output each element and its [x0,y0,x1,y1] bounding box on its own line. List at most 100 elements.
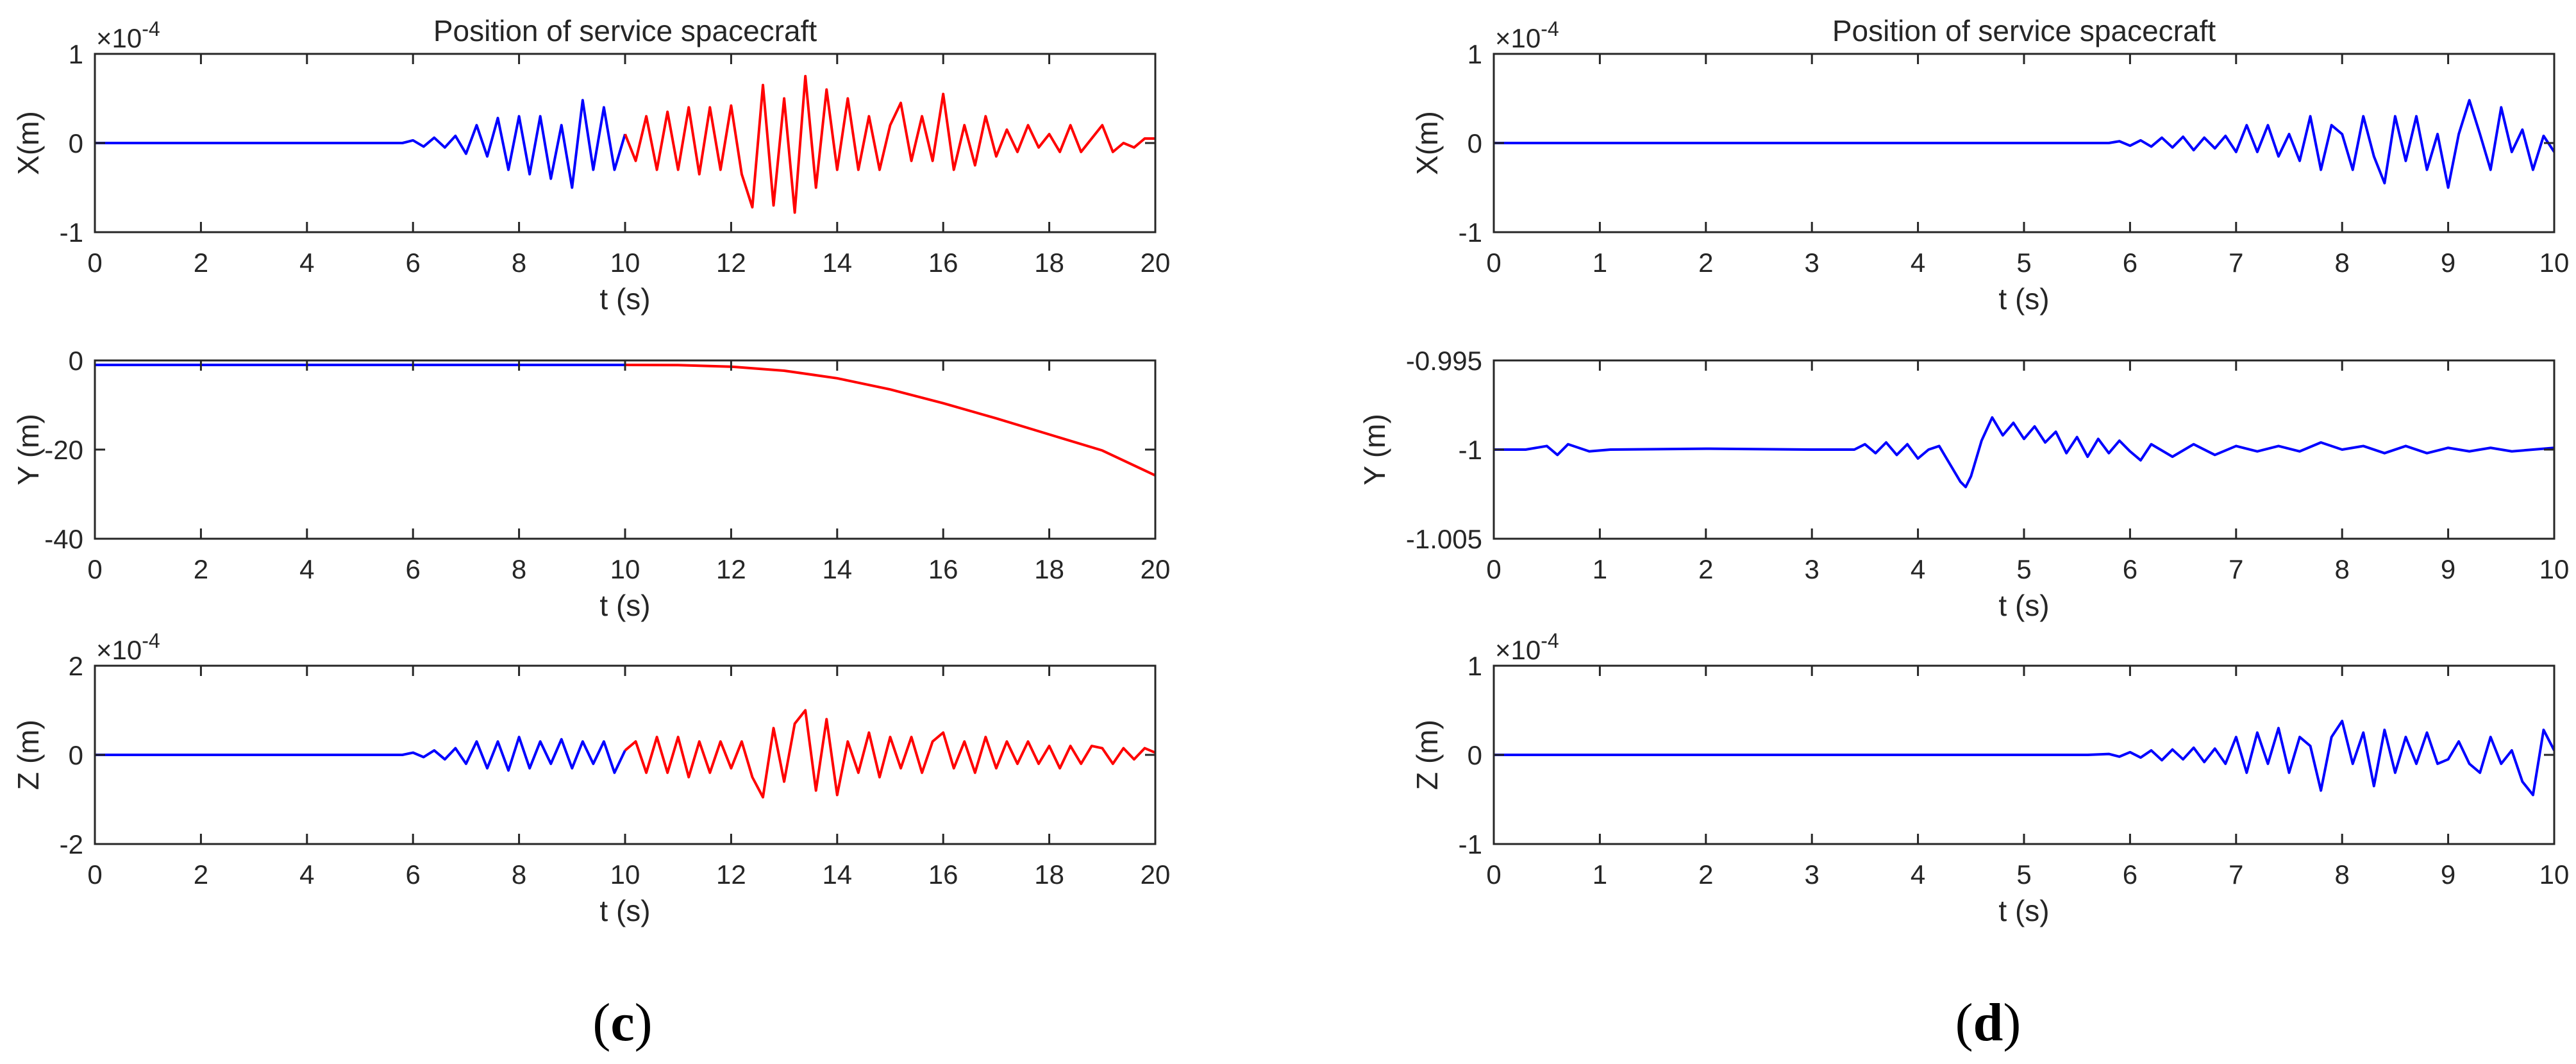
x-axis-label: t (s) [599,589,650,622]
x-tick-label: 0 [87,859,102,890]
y-tick-label: 2 [69,651,83,681]
x-tick-label: 10 [2539,554,2570,584]
x-tick-label: 16 [928,554,958,584]
x-tick-label: 3 [1805,554,1819,584]
x-tick-label: 0 [87,248,102,278]
y-axis-label: Y (m) [1358,414,1391,486]
panel-label-c-letter: c [610,993,635,1052]
x-axis-label: t (s) [599,282,650,316]
panel-label-d-letter: d [1973,993,2003,1052]
y-exponent-label: ×10-4 [96,629,160,665]
x-tick-label: 5 [2016,248,2031,278]
series-line-blue [95,736,626,774]
y-exponent-label: ×10-4 [96,17,160,53]
y-tick-label: -1 [1459,829,1482,859]
x-tick-label: 9 [2441,554,2455,584]
y-tick-label: 0 [69,740,83,770]
x-tick-label: 14 [822,859,852,890]
series-line-blue [1494,99,2554,189]
y-tick-label: 0 [69,128,83,158]
x-tick-label: 4 [299,248,314,278]
y-tick-label: 0 [1468,740,1482,770]
x-tick-label: 1 [1593,554,1607,584]
x-tick-label: 14 [822,248,852,278]
x-axis-label: t (s) [1998,894,2049,927]
y-tick-label: 1 [69,39,83,69]
y-axis-label: X(m) [12,111,45,175]
x-tick-label: 8 [2335,248,2350,278]
series-line-red [624,74,1155,214]
x-tick-label: 8 [512,554,526,584]
y-exponent-label: ×10-4 [1495,17,1559,53]
series-line-red [624,709,1155,799]
x-tick-label: 16 [928,859,958,890]
x-tick-label: 18 [1034,859,1064,890]
x-tick-label: 16 [928,248,958,278]
x-tick-label: 6 [2123,859,2137,890]
x-tick-label: 2 [194,859,208,890]
x-tick-label: 0 [1486,859,1501,890]
series-line-blue [95,99,626,189]
x-tick-label: 9 [2441,859,2455,890]
y-axis-label: Z (m) [12,720,45,790]
x-tick-label: 6 [406,554,421,584]
x-axis-label: t (s) [1998,282,2049,316]
x-tick-label: 5 [2016,554,2031,584]
y-tick-label: 1 [1468,39,1482,69]
x-tick-label: 18 [1034,554,1064,584]
x-axis-label: t (s) [1998,589,2049,622]
x-tick-label: 4 [1911,859,1925,890]
y-tick-label: -20 [44,435,83,465]
x-tick-label: 20 [1141,248,1171,278]
y-tick-label: 0 [69,346,83,376]
x-tick-label: 12 [716,859,746,890]
y-tick-label: -1 [1459,217,1482,248]
x-tick-label: 7 [2229,859,2243,890]
x-tick-label: 6 [2123,554,2137,584]
y-tick-label: -2 [60,829,83,859]
y-tick-label: -1 [60,217,83,248]
x-tick-label: 8 [512,859,526,890]
panel-label-c: (c) [558,994,687,1052]
x-tick-label: 10 [2539,248,2570,278]
y-exponent-label: ×10-4 [1495,629,1559,665]
x-tick-label: 4 [1911,554,1925,584]
x-tick-label: 2 [1698,859,1713,890]
panel-c-y-position-plot: 0 2 4 6 8 10 12 14 16 18 20 -40 -20 0 t (s) Y (m) [12,346,1170,622]
y-tick-label: 1 [1468,651,1482,681]
x-tick-label: 0 [87,554,102,584]
x-tick-label: 10 [610,248,640,278]
x-tick-label: 8 [2335,554,2350,584]
panel-label-d-open: ( [1955,993,1973,1052]
x-tick-label: 3 [1805,859,1819,890]
x-tick-label: 1 [1593,248,1607,278]
y-tick-label: -40 [44,524,83,554]
x-tick-label: 20 [1141,554,1171,584]
plot-title: Position of service spacecraft [1832,14,2216,47]
x-tick-label: 2 [1698,554,1713,584]
x-tick-label: 12 [716,554,746,584]
x-tick-label: 4 [299,554,314,584]
x-tick-label: 2 [194,248,208,278]
x-tick-label: 18 [1034,248,1064,278]
x-tick-label: 2 [194,554,208,584]
x-tick-label: 4 [1911,248,1925,278]
x-tick-label: 7 [2229,248,2243,278]
panel-label-d: (d) [1924,994,2052,1052]
x-tick-label: 8 [512,248,526,278]
y-tick-label: -1.005 [1406,524,1482,554]
x-tick-label: 7 [2229,554,2243,584]
x-tick-label: 6 [406,248,421,278]
panel-label-d-close: ) [2003,993,2021,1052]
y-tick-label: 0 [1468,128,1482,158]
y-axis-label: X(m) [1410,111,1444,175]
x-tick-label: 5 [2016,859,2031,890]
x-tick-label: 20 [1141,859,1171,890]
x-tick-label: 1 [1593,859,1607,890]
series-line-blue [1494,720,2554,797]
